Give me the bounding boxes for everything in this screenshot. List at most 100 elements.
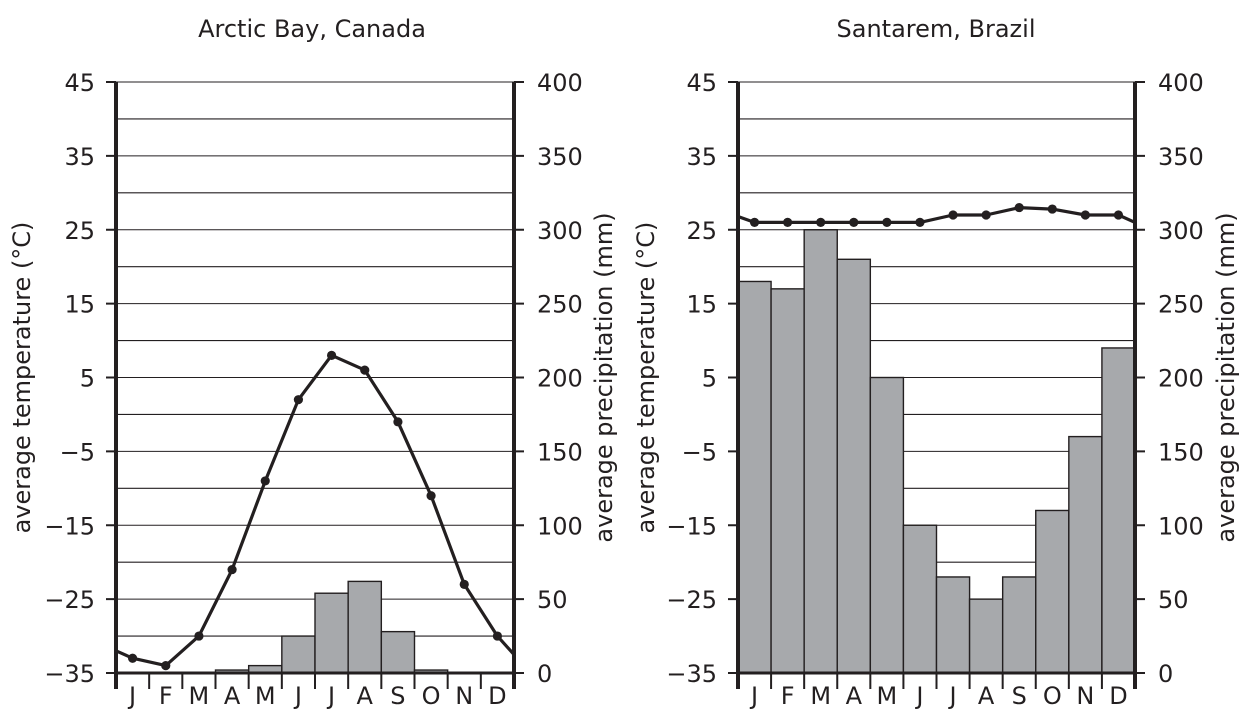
temperature-line [737, 206, 1136, 224]
month-label: J [749, 682, 758, 710]
temperature-point [194, 631, 204, 641]
precipitation-tick-label: 50 [1158, 586, 1189, 614]
month-label: J [293, 682, 302, 710]
precipitation-bar [1101, 347, 1136, 674]
temperature-tick-label: −15 [666, 512, 717, 540]
temperature-tick-label: −35 [666, 660, 717, 688]
temperature-point [882, 217, 892, 227]
temperature-tick-label: 5 [80, 365, 95, 393]
temperature-point [393, 417, 403, 427]
temperature-tick-label: −25 [44, 586, 95, 614]
precipitation-tick-label: 250 [537, 291, 583, 319]
month-label: O [1043, 682, 1062, 710]
temperature-point [915, 217, 925, 227]
month-label: S [390, 682, 405, 710]
month-label: M [810, 682, 831, 710]
temperature-tick-label: 15 [686, 291, 717, 319]
temperature-point [1014, 202, 1024, 213]
temperature-tick-label: 45 [64, 69, 95, 97]
precipitation-tick-label: 350 [537, 143, 583, 171]
precipitation-bar [902, 524, 938, 674]
precipitation-tick-label: 400 [1158, 69, 1204, 97]
temperature-point [492, 631, 503, 641]
month-label: A [978, 682, 995, 710]
temperature-point [948, 210, 958, 220]
chart-title: Santarem, Brazil [837, 15, 1036, 43]
month-label: F [781, 682, 795, 710]
month-label: J [127, 682, 136, 710]
month-label: A [846, 682, 863, 710]
month-label: N [455, 682, 473, 710]
precipitation-tick-label: 0 [1158, 660, 1173, 688]
month-label: J [914, 682, 923, 710]
precipitation-tick-label: 200 [537, 365, 583, 393]
temperature-tick-label: 25 [686, 217, 717, 245]
precipitation-tick-label: 50 [537, 586, 568, 614]
month-label: A [224, 682, 241, 710]
month-label: D [1109, 682, 1127, 710]
precipitation-tick-label: 0 [537, 660, 552, 688]
month-label: M [255, 682, 276, 710]
temperature-point [1047, 204, 1057, 214]
temperature-point [227, 564, 237, 575]
temperature-point [783, 217, 793, 227]
temperature-tick-label: 5 [702, 365, 717, 393]
temperature-tick-label: −25 [666, 586, 717, 614]
precipitation-tick-label: 300 [537, 217, 583, 245]
precipitation-tick-label: 100 [537, 512, 583, 540]
precipitation-axis-title: average precipitation (mm) [1212, 212, 1240, 542]
temperature-tick-label: 35 [64, 143, 95, 171]
precipitation-bar [1068, 435, 1103, 674]
precipitation-tick-label: 400 [537, 69, 583, 97]
temperature-point [161, 661, 171, 671]
temperature-tick-label: 15 [64, 291, 95, 319]
precipitation-bar [803, 229, 838, 674]
month-label: F [159, 682, 173, 710]
precipitation-bar [347, 580, 383, 674]
temperature-tick-label: −15 [44, 512, 95, 540]
precipitation-bar [770, 288, 805, 674]
temperature-point [127, 653, 138, 663]
temperature-point [293, 395, 304, 405]
temperature-point [749, 217, 760, 227]
chart-title: Arctic Bay, Canada [198, 15, 426, 43]
temperature-tick-label: 45 [686, 69, 717, 97]
temperature-axis-title: average temperature (°C) [8, 222, 36, 534]
precipitation-tick-label: 150 [537, 438, 583, 466]
temperature-point [849, 217, 859, 227]
month-label: A [357, 682, 374, 710]
month-label: N [1076, 682, 1094, 710]
temperature-point [260, 476, 270, 486]
temperature-tick-label: 35 [686, 143, 717, 171]
month-label: J [326, 682, 335, 710]
temperature-point [326, 350, 337, 360]
month-label: J [948, 682, 957, 710]
temperature-point [360, 365, 370, 375]
temperature-point [1113, 210, 1124, 220]
temperature-point [816, 217, 826, 227]
precipitation-bar [281, 635, 316, 674]
precipitation-bar [380, 630, 416, 674]
month-label: M [877, 682, 898, 710]
month-label: S [1012, 682, 1027, 710]
precipitation-bar [836, 258, 872, 674]
month-label: M [189, 682, 210, 710]
temperature-point [981, 210, 991, 220]
precipitation-bar [737, 280, 772, 674]
precipitation-bar [935, 576, 971, 674]
precipitation-tick-label: 150 [1158, 438, 1204, 466]
precipitation-axis-title: average precipitation (mm) [590, 212, 618, 542]
precipitation-tick-label: 200 [1158, 365, 1204, 393]
month-label: D [488, 682, 506, 710]
temperature-point [1080, 210, 1090, 220]
precipitation-bar [968, 598, 1004, 674]
temperature-tick-label: −5 [682, 438, 717, 466]
temperature-point [426, 491, 436, 501]
precipitation-tick-label: 350 [1158, 143, 1204, 171]
precipitation-bar [1035, 509, 1070, 674]
temperature-tick-label: 25 [64, 217, 95, 245]
precipitation-tick-label: 300 [1158, 217, 1204, 245]
month-label: O [422, 682, 441, 710]
